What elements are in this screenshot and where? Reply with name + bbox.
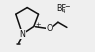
Text: +: +: [35, 22, 41, 28]
Text: 4: 4: [62, 9, 65, 14]
Text: O: O: [47, 24, 53, 33]
Text: BF: BF: [57, 4, 66, 13]
Text: −: −: [64, 4, 70, 10]
Text: N: N: [19, 30, 25, 39]
